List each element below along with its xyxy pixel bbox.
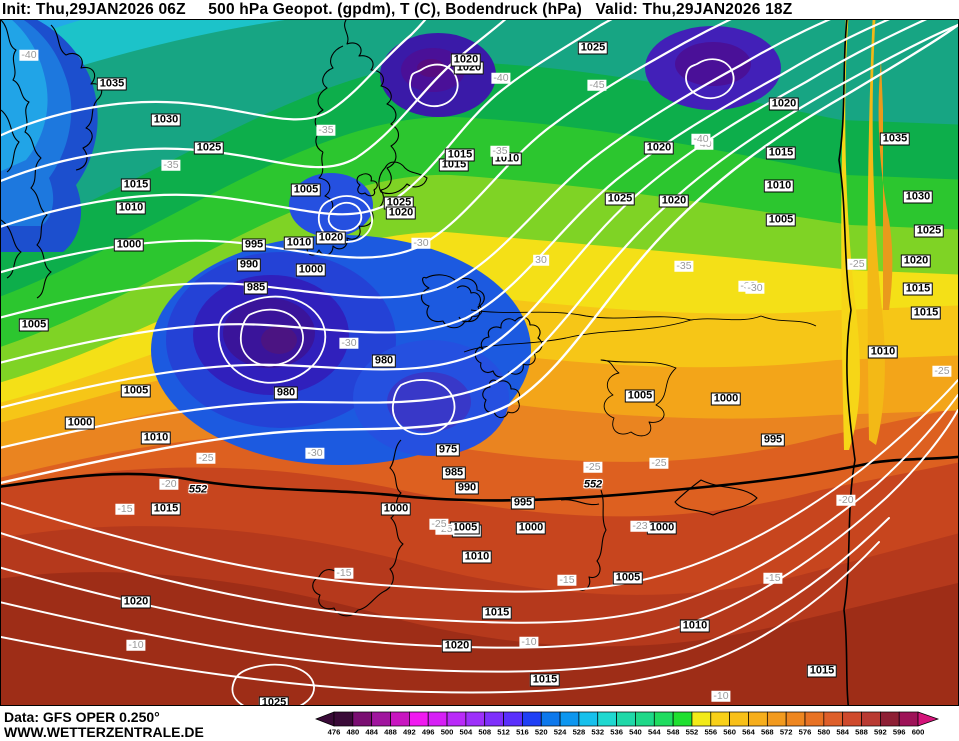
svg-text:512: 512	[497, 728, 510, 737]
svg-text:576: 576	[799, 728, 812, 737]
svg-text:544: 544	[648, 728, 661, 737]
svg-text:480: 480	[347, 728, 360, 737]
svg-text:528: 528	[573, 728, 586, 737]
svg-text:600: 600	[912, 728, 925, 737]
svg-text:596: 596	[893, 728, 906, 737]
svg-text:540: 540	[629, 728, 642, 737]
svg-text:500: 500	[441, 728, 454, 737]
svg-text:520: 520	[535, 728, 548, 737]
svg-text:484: 484	[365, 728, 378, 737]
svg-text:504: 504	[460, 728, 473, 737]
svg-text:564: 564	[742, 728, 755, 737]
svg-text:516: 516	[516, 728, 529, 737]
svg-text:508: 508	[478, 728, 491, 737]
svg-text:524: 524	[554, 728, 567, 737]
svg-text:548: 548	[667, 728, 680, 737]
svg-text:580: 580	[818, 728, 831, 737]
svg-text:496: 496	[422, 728, 435, 737]
svg-text:552: 552	[686, 728, 699, 737]
svg-text:492: 492	[403, 728, 416, 737]
svg-text:588: 588	[855, 728, 868, 737]
svg-text:592: 592	[874, 728, 887, 737]
svg-text:560: 560	[723, 728, 736, 737]
svg-text:476: 476	[328, 728, 341, 737]
svg-text:584: 584	[836, 728, 849, 737]
svg-text:488: 488	[384, 728, 397, 737]
svg-text:536: 536	[610, 728, 623, 737]
svg-text:556: 556	[704, 728, 717, 737]
svg-text:568: 568	[761, 728, 774, 737]
svg-text:572: 572	[780, 728, 793, 737]
svg-text:532: 532	[591, 728, 604, 737]
